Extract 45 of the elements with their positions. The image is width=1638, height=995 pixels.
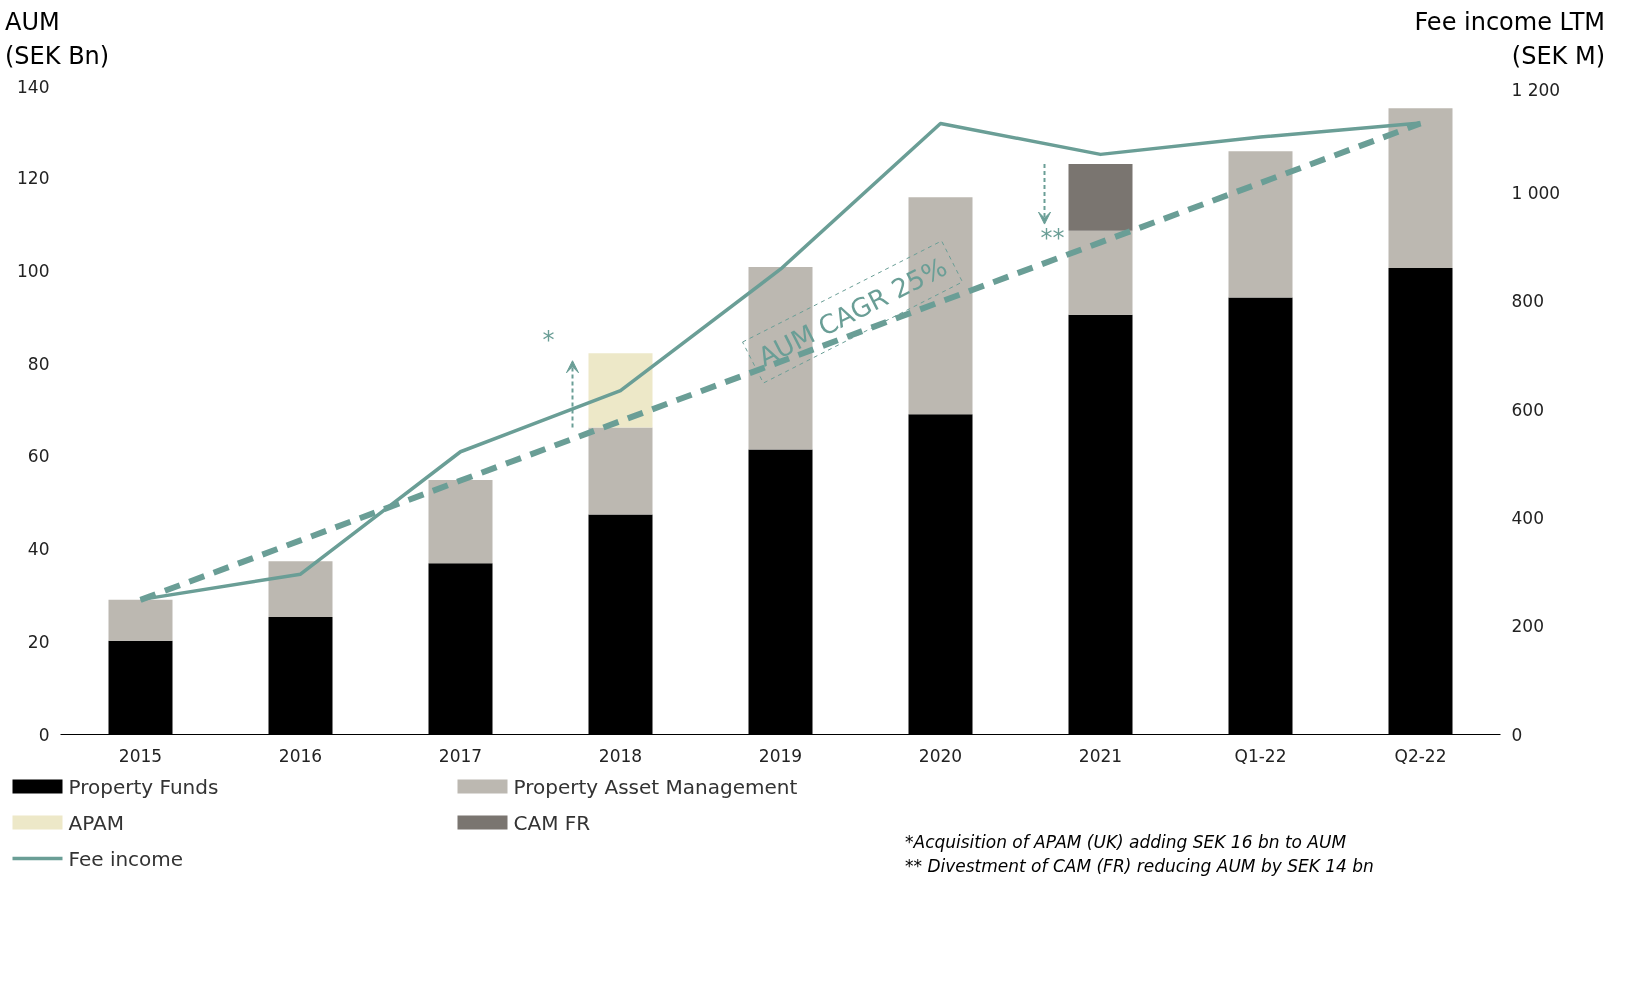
legend-label: Property Asset Management <box>513 774 798 799</box>
bar <box>268 560 333 617</box>
y2-tick-label: 400 <box>1511 507 1544 528</box>
annotation: ** <box>1040 223 1065 252</box>
legend-label: Property Funds <box>68 774 219 799</box>
x-tick-label: 2018 <box>598 745 643 766</box>
bar <box>428 479 493 563</box>
x-tick-label: 2019 <box>758 745 803 766</box>
y-tick-label: 120 <box>17 167 50 188</box>
y-tick-label: 0 <box>38 724 50 745</box>
y-axis-title: AUM (SEK Bn) <box>5 7 110 73</box>
y2-tick-label: 600 <box>1511 399 1544 420</box>
bar <box>748 266 813 449</box>
bar <box>1228 150 1293 298</box>
y-tick-label: 20 <box>27 631 50 652</box>
y-tick-label: 100 <box>17 260 50 281</box>
x-tick-label: 2016 <box>278 745 323 766</box>
bar <box>1068 230 1133 315</box>
legend-label: APAM <box>68 810 124 835</box>
y2-axis-title: Fee income LTM (SEK M) <box>1414 7 1605 73</box>
y-tick-label: 60 <box>27 445 50 466</box>
bar <box>108 599 173 641</box>
y-tick-label: 40 <box>27 538 50 559</box>
y2-tick-label: 200 <box>1511 615 1544 636</box>
legend-label: CAM FR <box>513 810 591 835</box>
bar <box>1388 107 1453 268</box>
x-tick-label: 2021 <box>1078 745 1123 766</box>
y-tick-label: 140 <box>17 76 50 97</box>
text: ** Divestment of CAM (FR) reducing AUM by SEK 14 bn <box>905 855 1374 876</box>
y2-tick-label: 1 200 <box>1511 79 1561 100</box>
x-tick-label: Q1-22 <box>1234 745 1287 766</box>
bar <box>588 427 653 514</box>
y2-tick-label: 1 000 <box>1511 182 1561 203</box>
x-tick-label: Q2-22 <box>1394 745 1447 766</box>
annotation: * <box>542 325 555 354</box>
text: *Acquisition of APAM (UK) adding SEK 16 bn to AUM <box>905 831 1347 852</box>
y-tick-label: 80 <box>27 353 50 374</box>
x-tick-label: 2020 <box>918 745 963 766</box>
y2-tick-label: 800 <box>1511 290 1544 311</box>
y2-tick-label: 0 <box>1511 724 1523 745</box>
bar <box>588 352 653 428</box>
x-tick-label: 2017 <box>438 745 483 766</box>
bar <box>1068 163 1133 231</box>
legend-label: Fee income <box>68 846 184 871</box>
x-tick-label: 2015 <box>118 745 163 766</box>
